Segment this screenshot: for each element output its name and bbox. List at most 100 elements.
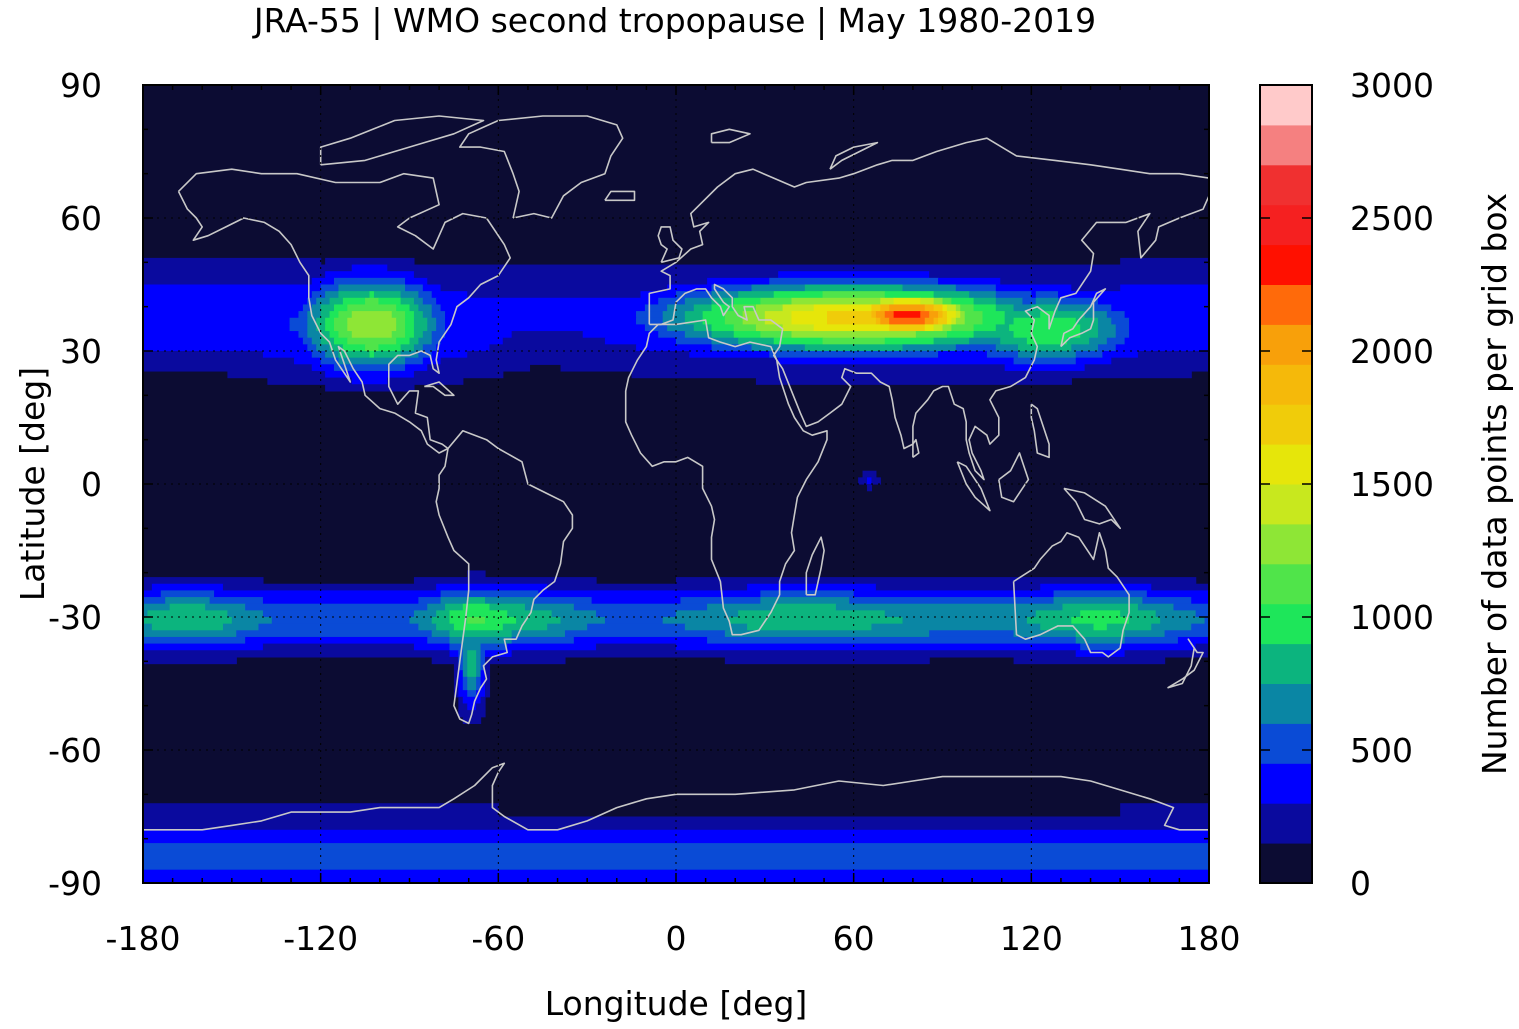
heatmap-cell bbox=[338, 351, 371, 359]
heatmap-cell bbox=[1075, 630, 1126, 638]
heatmap-cell bbox=[724, 630, 930, 638]
heatmap-cell bbox=[955, 344, 997, 352]
heatmap-cell bbox=[462, 676, 468, 685]
philippines-coast bbox=[1030, 403, 1050, 459]
heatmap-cell bbox=[1084, 311, 1108, 319]
heatmap-cell bbox=[320, 284, 340, 292]
x-tick-label: -60 bbox=[471, 919, 525, 958]
heatmap-cell bbox=[289, 317, 308, 325]
heatmap-cell bbox=[1106, 311, 1126, 319]
heatmap-cell bbox=[480, 650, 486, 658]
heatmap-cell bbox=[644, 324, 668, 332]
colorbar-tick-label: 3000 bbox=[1350, 66, 1434, 105]
heatmap-cell bbox=[418, 337, 433, 345]
heatmap-cell bbox=[1071, 284, 1121, 292]
heatmap-cell bbox=[707, 603, 775, 611]
heatmap-cell bbox=[1146, 590, 1209, 598]
heatmap-cell bbox=[262, 597, 419, 605]
heatmap-cell bbox=[311, 337, 322, 345]
colorbar-level bbox=[1260, 643, 1312, 684]
heatmap-cell bbox=[325, 324, 335, 332]
heatmap-cell bbox=[489, 344, 637, 352]
heatmap-cell bbox=[973, 324, 997, 332]
heatmap-cell bbox=[733, 331, 761, 339]
heatmap-cell bbox=[995, 297, 1024, 306]
heatmap-cell bbox=[738, 610, 886, 618]
heatmap-cell bbox=[480, 656, 486, 665]
heatmap-cell bbox=[400, 344, 415, 352]
heatmap-cell bbox=[560, 617, 606, 625]
colorbar-levels bbox=[1260, 85, 1312, 884]
heatmap-cell bbox=[1093, 304, 1112, 312]
heatmap-cell bbox=[1124, 311, 1209, 319]
heatmap-cell bbox=[143, 351, 264, 359]
heatmap-cell bbox=[1031, 291, 1037, 299]
heatmap-cell bbox=[436, 623, 455, 631]
heatmap-cell bbox=[587, 623, 686, 631]
colorbar-level bbox=[1260, 523, 1312, 565]
iceland-coast bbox=[604, 190, 636, 202]
y-tick-label: 0 bbox=[81, 465, 102, 504]
heatmap-cell bbox=[143, 297, 308, 306]
heatmap-cell bbox=[1031, 304, 1059, 312]
heatmap-cell bbox=[445, 317, 637, 325]
heatmap-cell bbox=[676, 643, 1081, 651]
colorbar-level bbox=[1260, 843, 1312, 884]
heatmap-cell bbox=[289, 324, 308, 332]
heatmap-cell bbox=[973, 297, 997, 306]
y-tick-label: -60 bbox=[48, 731, 102, 770]
heatmap-cell bbox=[325, 384, 415, 392]
heatmap-cell bbox=[920, 297, 935, 306]
heatmap-cell bbox=[1120, 803, 1209, 811]
heatmap-cell bbox=[693, 304, 713, 312]
heatmap-cell bbox=[462, 670, 468, 678]
heatmap-cell bbox=[955, 304, 961, 312]
heatmap-cell bbox=[436, 610, 451, 618]
heatmap-cell bbox=[1120, 643, 1197, 651]
heatmap-cell bbox=[143, 603, 171, 611]
heatmap-cell bbox=[458, 683, 464, 691]
heatmap-cell bbox=[920, 311, 930, 319]
heatmap-cell bbox=[835, 603, 1064, 611]
heatmap-cell bbox=[711, 284, 753, 292]
heatmap-cell bbox=[418, 304, 433, 312]
heatmap-cell bbox=[418, 291, 433, 299]
heatmap-cell bbox=[369, 351, 375, 359]
heatmap-cell bbox=[942, 324, 952, 332]
heatmap-cell bbox=[1120, 610, 1157, 618]
heatmap-cell bbox=[1106, 337, 1126, 345]
colorbar-level bbox=[1260, 324, 1312, 365]
heatmap-cell bbox=[445, 324, 646, 332]
heatmap-cell bbox=[351, 377, 388, 385]
heatmap-cell bbox=[1035, 291, 1059, 299]
heatmap-cell bbox=[1111, 304, 1209, 312]
heatmap-cell bbox=[1120, 257, 1209, 266]
heatmap-cell bbox=[884, 291, 935, 299]
heatmap-cell bbox=[951, 324, 975, 332]
heatmap-cell bbox=[143, 623, 153, 631]
heatmap-cell bbox=[1129, 331, 1209, 339]
heatmap-cell bbox=[325, 317, 335, 325]
heatmap-cell bbox=[853, 590, 1055, 598]
heatmap-cell bbox=[405, 324, 415, 332]
heatmap-cell bbox=[511, 650, 1077, 658]
heatmap-cell bbox=[742, 311, 766, 319]
heatmap-cell bbox=[431, 304, 442, 312]
heatmap-cell bbox=[413, 370, 504, 379]
heatmap-cell bbox=[982, 317, 1006, 325]
heatmap-cell bbox=[143, 291, 313, 299]
heatmap-cell bbox=[467, 656, 477, 665]
heatmap-cell bbox=[151, 583, 224, 591]
heatmap-cell bbox=[405, 284, 424, 292]
heatmap-cell bbox=[884, 311, 895, 319]
heatmap-cell bbox=[1137, 351, 1209, 359]
heatmap-cell bbox=[467, 597, 486, 605]
heatmap-cell bbox=[1071, 344, 1099, 352]
heatmap-cell bbox=[507, 643, 597, 651]
heatmap-cell bbox=[467, 617, 486, 625]
heatmap-cell bbox=[929, 311, 939, 319]
heatmap-cell bbox=[485, 597, 535, 605]
heatmap-cell bbox=[307, 331, 322, 339]
heatmap-cell bbox=[942, 311, 948, 319]
heatmap-cell bbox=[933, 291, 970, 299]
